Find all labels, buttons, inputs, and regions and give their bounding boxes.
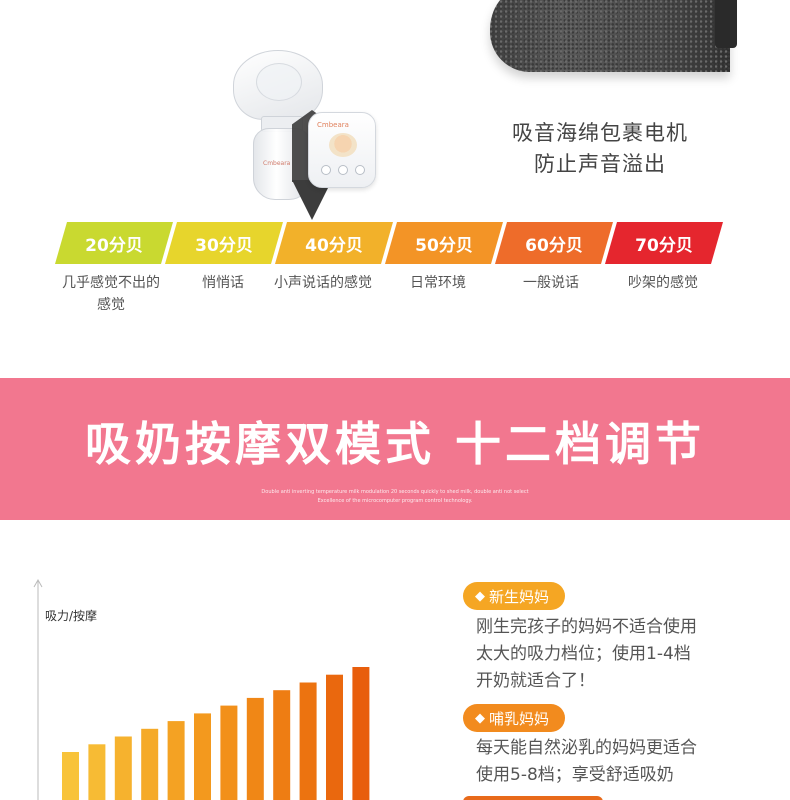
banner-title: 吸奶按摩双模式 十二档调节 bbox=[84, 417, 705, 471]
suction-level-chart bbox=[33, 578, 370, 800]
decibel-label: 50分贝 bbox=[415, 235, 473, 256]
pump-funnel bbox=[233, 50, 323, 120]
controller-button bbox=[355, 165, 365, 175]
chart-bar-level-11 bbox=[326, 674, 343, 800]
pump-controller-image: Cmbeara bbox=[308, 112, 376, 188]
sound-foam-motor-image bbox=[490, 0, 730, 72]
decibel-segment: 40分贝 bbox=[275, 222, 393, 264]
chart-bar-level-1 bbox=[62, 752, 79, 800]
decibel-description: 一般说话 bbox=[523, 275, 579, 291]
controller-button bbox=[321, 165, 331, 175]
mode-description-line: 刚生完孩子的妈妈不适合使用 bbox=[476, 617, 697, 637]
chart-bar-level-6 bbox=[194, 713, 211, 800]
chart-bar-level-4 bbox=[141, 728, 159, 800]
decibel-segment: 20分贝 bbox=[55, 222, 173, 264]
motor-caption-line2: 防止声音溢出 bbox=[534, 152, 666, 176]
chart-bar-level-3 bbox=[114, 736, 132, 800]
mode-description-nursing-mom: 每天能自然泌乳的妈妈更适合 使用5-8档；享受舒适吸奶 bbox=[476, 735, 736, 789]
mode-tag-next bbox=[463, 796, 603, 800]
mode-description-newborn-mom: 刚生完孩子的妈妈不适合使用 太大的吸力档位；使用1-4档 开奶就适合了！ bbox=[476, 614, 736, 695]
decibel-label: 20分贝 bbox=[85, 235, 143, 256]
decibel-scale-bar: 20分贝 30分贝 40分贝 50分贝 60分贝 70分贝 bbox=[55, 222, 735, 264]
decibel-segment: 30分贝 bbox=[165, 222, 283, 264]
mode-description-line: 每天能自然泌乳的妈妈更适合 bbox=[476, 738, 697, 758]
controller-face-graphic bbox=[329, 133, 357, 157]
motor-caption-line1: 吸音海绵包裹电机 bbox=[512, 121, 688, 145]
mode-tag-label: 哺乳妈妈 bbox=[489, 709, 550, 728]
decibel-label: 30分贝 bbox=[195, 235, 253, 256]
decibel-label: 60分贝 bbox=[525, 235, 583, 256]
mode-description-line: 太大的吸力档位；使用1-4档 bbox=[476, 644, 691, 664]
banner-subtitle-line2: Excellence of the microcomputer program … bbox=[317, 498, 473, 504]
decibel-label: 70分贝 bbox=[635, 235, 693, 256]
decibel-description: 悄悄话 bbox=[202, 275, 244, 291]
chart-bar-level-10 bbox=[299, 682, 317, 800]
controller-button bbox=[338, 165, 348, 175]
banner-subtitle: Double anti inverting temperature milk m… bbox=[0, 488, 790, 506]
diamond-icon: ◆ bbox=[475, 710, 485, 726]
decibel-description: 吵架的感觉 bbox=[628, 275, 698, 291]
mode-description-line: 开奶就适合了！ bbox=[476, 671, 595, 691]
chart-bar-level-8 bbox=[246, 697, 264, 800]
feature-banner: 吸奶按摩双模式 十二档调节 Double anti inverting temp… bbox=[0, 378, 790, 520]
banner-subtitle-line1: Double anti inverting temperature milk m… bbox=[261, 489, 529, 495]
motor-caption: 吸音海绵包裹电机 防止声音溢出 bbox=[470, 118, 730, 180]
mode-tag-nursing-mom: ◆ 哺乳妈妈 bbox=[463, 704, 566, 732]
chart-bar-level-9 bbox=[273, 690, 291, 800]
chart-bar-level-2 bbox=[88, 744, 106, 800]
decibel-segment: 60分贝 bbox=[495, 222, 613, 264]
decibel-description: 小声说话的感觉 bbox=[274, 275, 372, 291]
decibel-description: 日常环境 bbox=[410, 275, 466, 291]
bottle-brand: Cmbeara bbox=[263, 160, 291, 167]
chart-bars bbox=[62, 667, 370, 800]
chart-bar-level-5 bbox=[167, 721, 185, 800]
motor-cap-image bbox=[715, 0, 737, 48]
chart-y-axis-label: 吸力/按摩 bbox=[45, 609, 98, 623]
diamond-icon: ◆ bbox=[475, 588, 485, 604]
controller-brand: Cmbeara bbox=[317, 121, 349, 129]
mode-tag-newborn-mom: ◆ 新生妈妈 bbox=[463, 582, 566, 610]
chart-bar-level-7 bbox=[220, 705, 238, 800]
chart-bar-level-12 bbox=[352, 667, 370, 800]
chart-y-axis-arrow bbox=[33, 578, 43, 588]
mode-description-line: 使用5-8档；享受舒适吸奶 bbox=[476, 765, 674, 785]
decibel-segment: 50分贝 bbox=[385, 222, 503, 264]
decibel-segment: 70分贝 bbox=[605, 222, 723, 264]
mode-tag-label: 新生妈妈 bbox=[489, 587, 550, 606]
decibel-description: 几乎感觉不出的感觉 bbox=[62, 275, 160, 313]
decibel-label: 40分贝 bbox=[305, 235, 363, 256]
